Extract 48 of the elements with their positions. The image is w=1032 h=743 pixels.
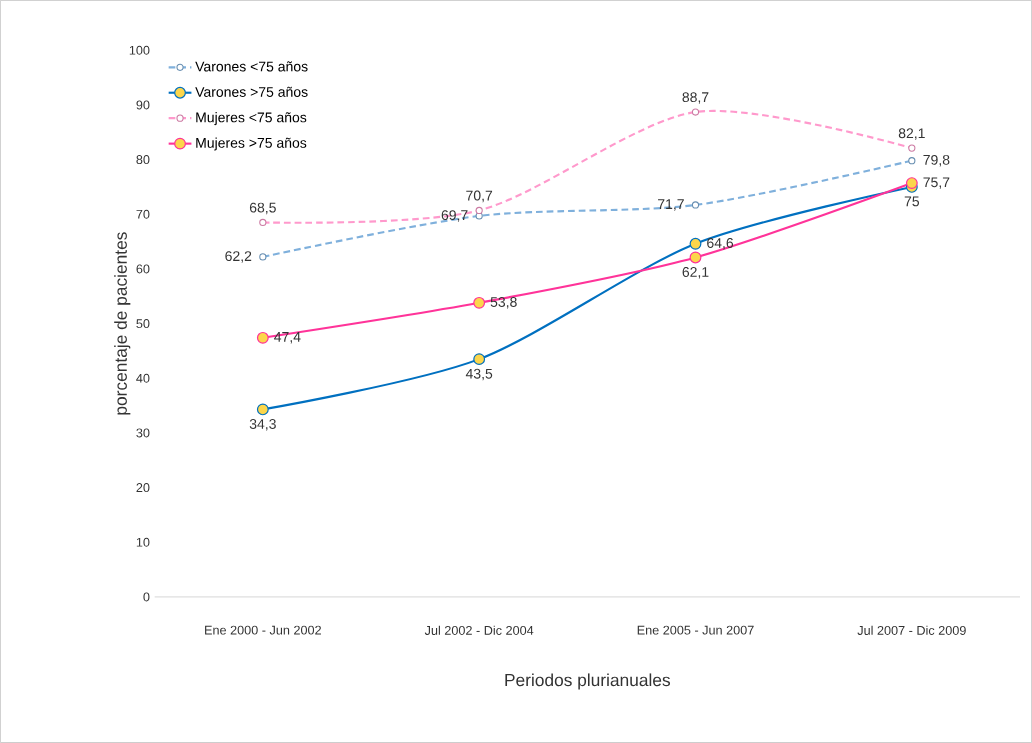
data-label: 88,7 bbox=[682, 92, 709, 104]
y-tick-label: 70 bbox=[136, 209, 150, 219]
data-label: 62,1 bbox=[682, 267, 709, 279]
data-label: 75,7 bbox=[923, 177, 950, 189]
y-tick-label: 40 bbox=[136, 373, 150, 383]
point bbox=[691, 201, 700, 209]
point bbox=[473, 296, 486, 309]
data-label: 75 bbox=[904, 196, 920, 207]
point bbox=[256, 331, 269, 344]
y-tick-label: 60 bbox=[136, 264, 150, 274]
y-tick-label: 0 bbox=[143, 592, 150, 602]
data-label: 69,7 bbox=[441, 210, 468, 222]
x-tick-label: Jul 2002 - Dic 2004 bbox=[424, 625, 534, 635]
data-label: 82,1 bbox=[898, 128, 925, 140]
point bbox=[473, 353, 486, 366]
legend-label: Varones <75 años bbox=[195, 61, 308, 72]
point bbox=[905, 177, 918, 190]
point bbox=[689, 251, 702, 264]
data-label: 34,3 bbox=[249, 419, 276, 431]
x-tick-label: Jul 2007 - Dic 2009 bbox=[857, 625, 966, 635]
data-label: 43,5 bbox=[465, 368, 493, 381]
data-label: 70,7 bbox=[466, 190, 493, 203]
y-tick-label: 50 bbox=[136, 319, 150, 329]
y-tick-label: 80 bbox=[136, 155, 150, 165]
data-label: 68,5 bbox=[249, 202, 276, 215]
y-tick-label: 30 bbox=[136, 428, 150, 438]
x-tick-label: Ene 2005 - Jun 2007 bbox=[637, 625, 754, 635]
data-label: 53,8 bbox=[490, 297, 517, 309]
data-label: 79,8 bbox=[923, 154, 950, 167]
data-label: 47,4 bbox=[274, 332, 301, 344]
point bbox=[475, 212, 483, 220]
y-tick-label: 10 bbox=[136, 537, 150, 547]
y-tick-label: 20 bbox=[136, 483, 150, 493]
legend-label: Mujeres <75 años bbox=[196, 112, 307, 126]
legend-label: Mujeres >75 años bbox=[196, 137, 307, 151]
x-tick-label: Ene 2000 - Jun 2002 bbox=[205, 625, 321, 635]
data-label: 71,7 bbox=[658, 199, 684, 211]
data-label: 64,6 bbox=[707, 238, 734, 250]
point bbox=[689, 237, 702, 250]
point bbox=[908, 157, 916, 165]
legend-label: Varones >75 años bbox=[195, 86, 308, 97]
data-label: 62,2 bbox=[225, 251, 252, 263]
y-tick-label: 90 bbox=[136, 100, 150, 110]
y-tick-label: 100 bbox=[129, 45, 150, 55]
point bbox=[256, 403, 269, 416]
point bbox=[259, 253, 267, 261]
x-axis-title: Periodos plurianuales bbox=[505, 673, 671, 690]
y-axis-title: porcentaje de pacientes bbox=[114, 232, 131, 415]
